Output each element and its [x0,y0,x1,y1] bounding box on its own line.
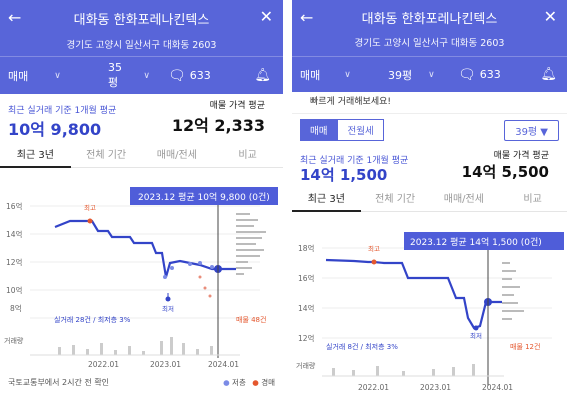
bell-icon[interactable]: 🔔︎ [540,67,557,82]
tooltip-text: 2023.12 평균 14억 1,500 (0건) [410,236,542,248]
size-dropdown[interactable]: 39평 ▼ [504,119,559,141]
x-tick: 2023.01 [150,360,181,369]
listing-info: 매물 12건 [510,342,540,351]
price-line [54,219,236,278]
close-icon[interactable]: ✕ [543,7,557,26]
listing-avg-label: 매물 가격 평균 [209,101,265,111]
recent-avg-value: 10억 9,800 [8,120,102,139]
low-marker [165,296,171,302]
chart-tabs: 최근 3년 전체 기간 매매/전세 비교 [292,188,567,212]
listing-avg-label: 매물 가격 평균 [493,151,549,161]
low-label: 최저 [470,331,482,340]
volume-label: 거래량 [4,336,24,345]
tab-compare[interactable]: 비교 [523,193,542,205]
trade-type-select[interactable]: 매매 ∨ [300,68,351,82]
listing-distribution [502,262,524,320]
trade-info: 실거래 8건 / 최저층 3% [326,342,398,351]
x-tick: 2023.01 [420,383,451,392]
y-tick: 8억 [10,304,22,313]
volume-bars [332,364,475,376]
y-tick: 14억 [6,230,22,239]
tab-all-period[interactable]: 전체 기간 [86,149,127,161]
recent-avg-label: 최근 실거래 기준 1개월 평균 [300,156,409,166]
high-marker [87,218,93,224]
y-tick: 14억 [298,304,314,313]
tooltip [404,232,564,250]
address: 경기도 고양시 일산서구 대화동 2603 [66,40,217,51]
left-panel: ← 대화동 한화포레나킨텍스 ✕ 경기도 고양시 일산서구 대화동 2603 매… [0,0,283,406]
tooltip [130,187,278,205]
x-tick: 2022.01 [88,360,119,369]
y-tick: 18억 [298,244,314,253]
trade-points [163,261,214,279]
right-panel: ← 대화동 한화포레나킨텍스 ✕ 경기도 고양시 일산서구 대화동 2603 매… [292,0,567,406]
listing-info: 매물 48건 [236,315,266,324]
cutoff-banner: 빠르게 거래해보세요! [292,92,567,114]
listing-avg-value: 12억 2,333 [171,116,265,135]
chart-tabs: 최근 3년 전체 기간 매매/전세 비교 [0,144,283,168]
close-icon[interactable]: ✕ [259,7,273,26]
seg-rent[interactable]: 전월세 [337,119,384,141]
trade-info: 실거래 28건 / 최저층 3% [54,315,131,324]
price-chart: 18억 16억 14억 12억 최고 최저 2023.12 평균 14억 1,5… [296,232,564,392]
low-label: 최저 [162,304,174,313]
x-tick: 2022.01 [358,383,389,392]
price-chart: 16억 14억 12억 10억 8억 [4,187,278,369]
auction-dot: ● [252,378,259,387]
chevron-down-icon: ∨ [143,70,150,81]
low-floor-dot: ● [223,378,230,387]
tooltip-text: 2023.12 평균 10억 9,800 (0건) [138,191,270,203]
size-select[interactable]: 39평 ∨ [388,68,435,82]
trade-segment: 매매 전월세 [300,119,384,141]
legend: ● 저층 ● 경매 [223,378,275,387]
y-tick: 12억 [298,334,314,343]
comment-button[interactable]: 🗨 633 [168,67,211,84]
selector-row: 매매 전월세 39평 ▼ [292,116,567,144]
header: ← 대화동 한화포레나킨텍스 ✕ 경기도 고양시 일산서구 대화동 2603 매… [292,0,567,92]
trade-type-select[interactable]: 매매 ∨ [8,69,61,83]
complex-title: 대화동 한화포레나킨텍스 [361,11,498,27]
arrow-left-icon[interactable]: ← [8,8,22,27]
chat-icon: 🗨 [168,67,186,84]
address: 경기도 고양시 일산서구 대화동 2603 [354,38,505,49]
volume-bars [58,337,213,355]
y-tick: 12억 [6,258,22,267]
size-select[interactable]: 35평 ∨ [108,61,150,89]
tab-recent-3y[interactable]: 최근 3년 [292,188,361,212]
chevron-down-icon: ∨ [344,69,351,80]
y-tick: 16억 [298,274,314,283]
tab-recent-3y[interactable]: 최근 3년 [0,144,71,168]
complex-title: 대화동 한화포레나킨텍스 [73,12,210,28]
high-label: 최고 [368,244,380,253]
y-tick: 16억 [6,202,22,211]
x-tick: 2024.01 [208,360,239,369]
seg-trade[interactable]: 매매 [300,119,338,141]
price-summary: 최근 실거래 기준 1개월 평균 매물 가격 평균 10억 9,800 12억 … [0,94,283,144]
volume-label: 거래량 [296,361,316,370]
price-summary: 최근 실거래 기준 1개월 평균 매물 가격 평균 14억 1,500 14억 … [292,144,567,188]
arrow-left-icon[interactable]: ← [300,8,314,27]
chat-icon: 🗨 [458,66,476,83]
chevron-down-icon: ∨ [54,70,61,81]
low-marker [473,325,479,331]
high-label: 최고 [84,203,96,212]
price-line [325,258,502,330]
bell-icon[interactable]: 🔔︎ [254,68,271,83]
listing-distribution [236,213,266,275]
recent-avg-value: 14억 1,500 [300,166,388,184]
chevron-down-icon: ∨ [428,69,435,80]
tab-compare[interactable]: 비교 [238,149,257,161]
tab-all-period[interactable]: 전체 기간 [375,193,416,205]
listing-avg-value: 14억 5,500 [461,163,549,181]
data-source-note: 국토교통부에서 2시간 전 확인 [8,378,110,387]
high-marker [371,259,377,265]
y-tick: 10억 [6,286,22,295]
header: ← 대화동 한화포레나킨텍스 ✕ 경기도 고양시 일산서구 대화동 2603 매… [0,0,283,94]
comment-button[interactable]: 🗨 633 [458,66,501,83]
tab-trade-rent[interactable]: 매매/전세 [443,193,484,205]
auction-points [198,275,212,298]
tab-trade-rent[interactable]: 매매/전세 [156,149,197,161]
recent-avg-label: 최근 실거래 기준 1개월 평균 [8,106,117,116]
x-tick: 2024.01 [482,383,513,392]
